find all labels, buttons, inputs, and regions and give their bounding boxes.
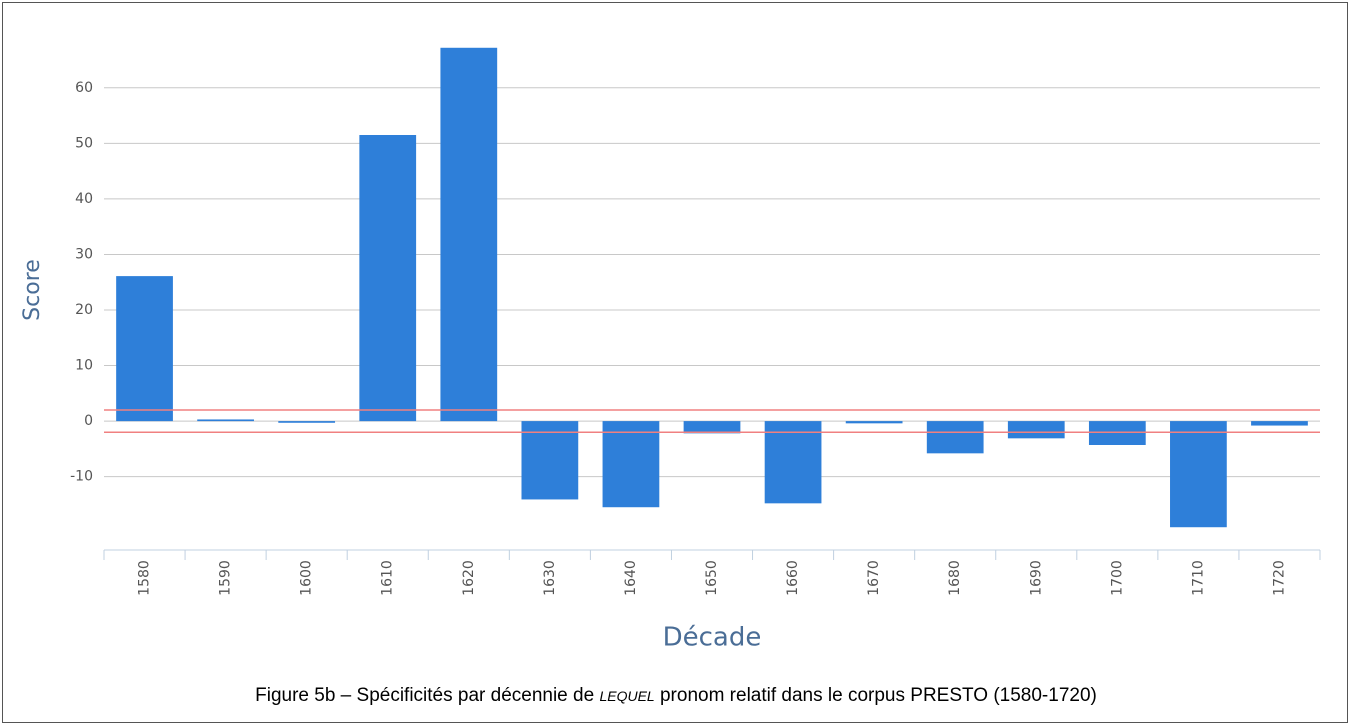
bar (440, 47, 498, 422)
x-tick-label: 1700 (1109, 560, 1125, 596)
x-tick-label: 1580 (137, 560, 153, 596)
x-tick-label: 1620 (461, 560, 477, 596)
caption-text: Figure 5b – Spécificités par décennie de (255, 685, 595, 706)
bar (1088, 421, 1146, 445)
bar (1007, 421, 1065, 439)
x-tick-label: 1590 (218, 560, 234, 596)
y-tick-label: -10 (70, 469, 93, 485)
x-tick-label: 1660 (785, 560, 801, 596)
bar (359, 135, 417, 422)
caption-emphasis: LEQUEL (599, 688, 655, 704)
x-tick-label: 1680 (947, 560, 963, 596)
bar (116, 276, 173, 422)
bar (602, 421, 660, 508)
x-tick-label: 1630 (542, 560, 558, 596)
y-tick-label: 20 (75, 302, 93, 318)
bar (764, 421, 822, 504)
bar (683, 421, 741, 434)
caption-text: pronom relatif dans le corpus PRESTO (15… (659, 685, 1097, 706)
x-tick-label: 1720 (1271, 560, 1287, 596)
y-axis-title: Score (20, 259, 45, 321)
bar (926, 421, 984, 454)
y-tick-label: 10 (75, 358, 93, 374)
bar (521, 421, 579, 500)
x-tick-label: 1710 (1190, 560, 1206, 596)
bar (278, 421, 336, 423)
caption: Figure 5b – Spécificités par décennie de… (0, 685, 1352, 707)
x-tick-label: 1600 (299, 560, 315, 596)
y-tick-label: 0 (84, 413, 93, 429)
x-tick-label: 1650 (704, 560, 720, 596)
y-tick-label: 40 (75, 191, 93, 207)
chart: Score Décade -10 0 10 20 30 40 50 60 1580 1590 160… (20, 47, 1321, 653)
bar (197, 419, 254, 422)
x-tick-label: 1640 (623, 560, 639, 596)
x-tick-label: 1690 (1028, 560, 1044, 596)
bar (1251, 421, 1308, 426)
x-axis-title: Décade (663, 623, 762, 653)
y-tick-label: 60 (75, 80, 93, 96)
y-tick-label: 30 (75, 246, 93, 262)
bar (1170, 421, 1227, 528)
bar (845, 421, 903, 424)
y-tick-label: 50 (75, 135, 93, 151)
x-tick-label: 1610 (380, 560, 396, 596)
x-tick-label: 1670 (866, 560, 882, 596)
